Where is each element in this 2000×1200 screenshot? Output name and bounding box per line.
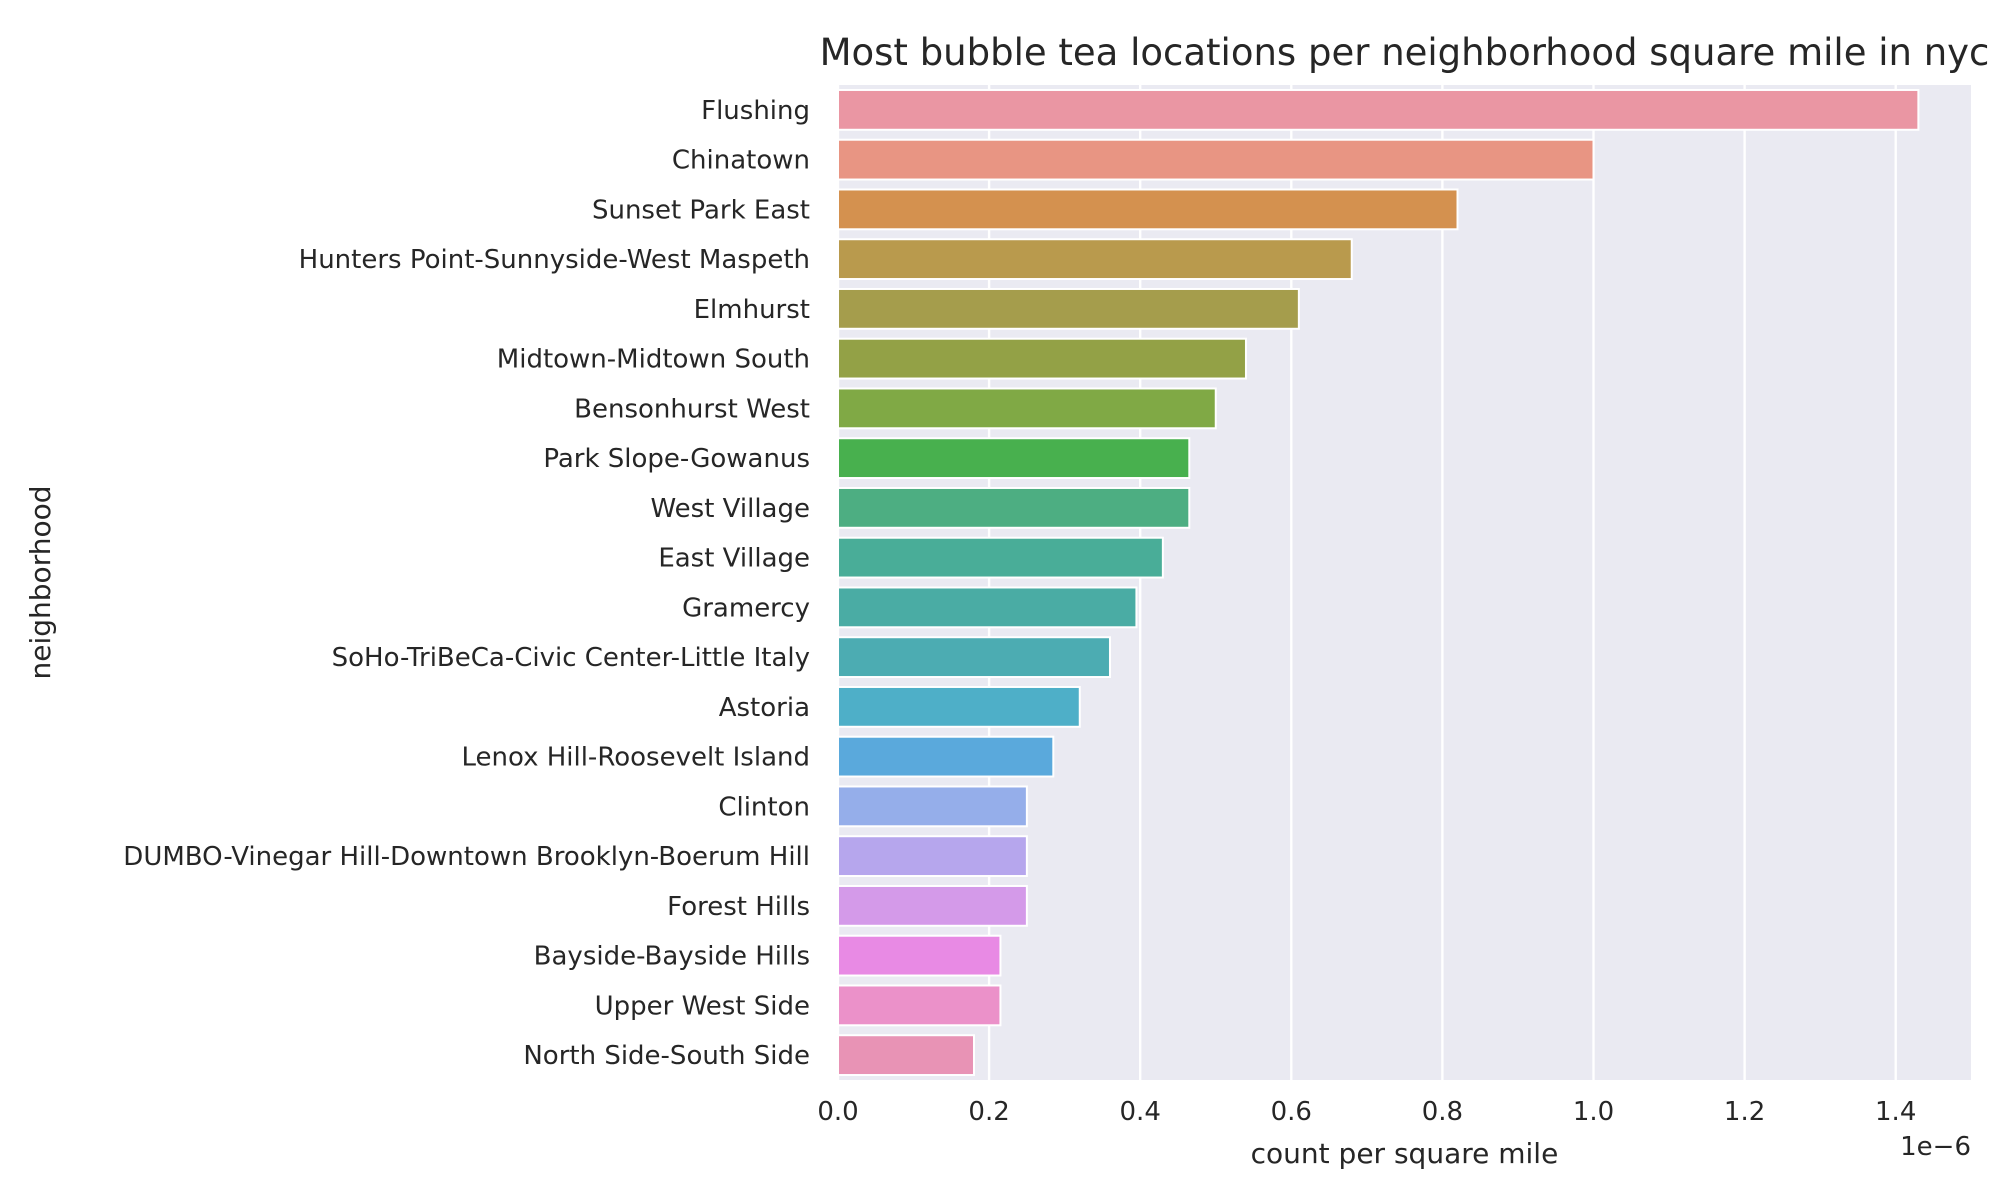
x-axis-label: count per square mile [1251,1137,1559,1170]
bar [837,88,1920,131]
x-tick-label: 1.4 [1875,1097,1916,1127]
x-tick-labels: 0.0 0.2 0.4 0.6 0.8 1.0 1.2 1.4 [817,1097,1916,1127]
y-tick-label: Hunters Point-Sunnyside-West Maspeth [299,245,810,275]
plot-area [838,85,1971,1080]
y-tick-label: Sunset Park East [592,195,810,225]
bar [837,785,1028,828]
bar [837,1034,975,1077]
x-axis-scale-offset: 1e−6 [1900,1132,1971,1162]
y-tick-label: Gramercy [682,593,810,623]
y-tick-label: Elmhurst [694,295,810,325]
x-tick-label: 1.0 [1573,1097,1614,1127]
bar [837,337,1247,380]
bar [837,586,1138,629]
x-tick-label: 0.2 [968,1097,1009,1127]
bar [837,437,1191,480]
x-tick-label: 1.2 [1724,1097,1765,1127]
bar [837,238,1353,281]
bar [837,486,1191,529]
x-tick-label: 0.6 [1271,1097,1312,1127]
y-tick-label: Flushing [701,96,810,126]
y-tick-label: SoHo-TriBeCa-Civic Center-Little Italy [332,643,810,673]
y-tick-label: Midtown-Midtown South [497,345,810,375]
y-tick-label: DUMBO-Vinegar Hill-Downtown Brooklyn-Boe… [123,842,810,872]
bar [837,835,1028,878]
y-tick-label: Astoria [719,693,810,723]
bar [837,934,1002,977]
y-axis-label: neighborhood [24,486,57,680]
y-tick-label: Park Slope-Gowanus [543,444,810,474]
bars [837,88,1920,1077]
bar [837,685,1081,728]
bar [837,138,1595,181]
y-tick-label: Chinatown [672,146,810,176]
bar [837,188,1459,231]
y-tick-label: East Village [658,544,810,574]
y-tick-label: Bayside-Bayside Hills [534,942,810,972]
y-tick-label: Upper West Side [595,991,810,1021]
y-tick-label: North Side-South Side [523,1041,810,1071]
bar [837,735,1055,778]
bar [837,387,1217,430]
x-tick-label: 0.8 [1422,1097,1463,1127]
y-tick-label: Lenox Hill-Roosevelt Island [461,743,810,773]
bar [837,884,1028,927]
y-tick-label: Bensonhurst West [574,394,810,424]
y-tick-label: Forest Hills [667,892,810,922]
bar [837,287,1300,330]
y-tick-labels: Flushing Chinatown Sunset Park East Hunters… [123,96,810,1071]
y-tick-label: West Village [650,494,810,524]
bar [837,636,1111,679]
bar [837,984,1002,1027]
bar [837,536,1164,579]
chart-title: Most bubble tea locations per neighborho… [820,31,1990,74]
x-tick-label: 0.4 [1120,1097,1161,1127]
y-tick-label: Clinton [718,792,810,822]
x-tick-label: 0.0 [817,1097,858,1127]
